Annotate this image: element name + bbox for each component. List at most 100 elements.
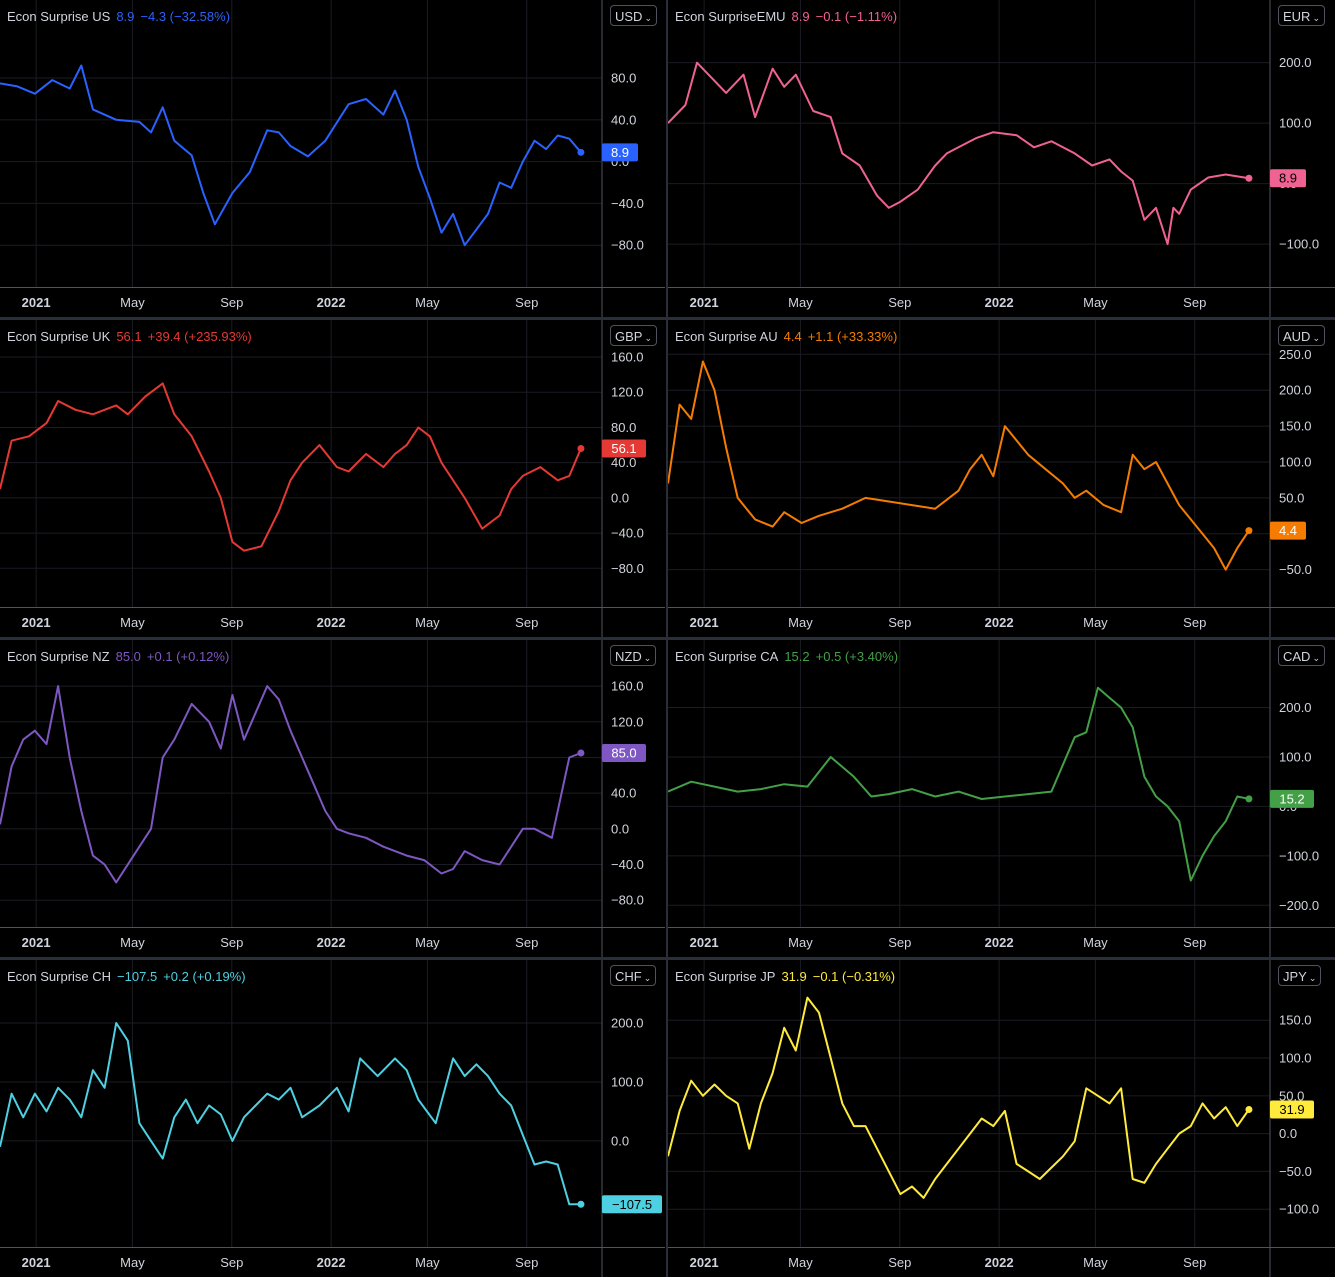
currency-select[interactable]: AUD ⌄ (1278, 325, 1325, 346)
y-tick-label: 80.0 (611, 71, 636, 86)
currency-label: EUR (1283, 9, 1311, 24)
y-tick-label: 120.0 (611, 714, 644, 729)
x-tick-label: Sep (888, 615, 911, 630)
x-tick-label: Sep (515, 1255, 538, 1270)
chevron-down-icon: ⌄ (1312, 333, 1320, 343)
currency-label: CAD (1283, 649, 1311, 664)
x-tick-label: May (788, 1255, 813, 1270)
y-tick-label: −100.0 (1279, 1202, 1319, 1217)
chart-panel-chf[interactable]: 200.0 100.0 0.0 2021 May Sep 2022 May Sep −107.5 E… (0, 960, 665, 1277)
x-tick-label: May (415, 615, 440, 630)
chevron-down-icon: ⌄ (644, 13, 652, 23)
x-tick-label: Sep (515, 295, 538, 310)
chevron-down-icon: ⌄ (1308, 973, 1317, 983)
currency-select[interactable]: CHF ⌄ (610, 965, 657, 986)
last-point (577, 1200, 585, 1208)
chart-panel-jpy[interactable]: 150.0 100.0 50.0 0.0 −50.0 −100.0 2021 May Sep 20… (668, 960, 1335, 1277)
last-point (577, 749, 585, 757)
y-tick-label: 0.0 (611, 1133, 629, 1148)
last-point (577, 444, 585, 452)
panel-divider-horizontal[interactable] (0, 637, 1335, 640)
y-tick-label: 160.0 (611, 679, 644, 694)
x-tick-label: May (788, 295, 813, 310)
y-tick-label: −50.0 (1279, 1164, 1312, 1179)
last-value-label: 56.1 (611, 441, 636, 456)
x-tick-label: Sep (1183, 1255, 1206, 1270)
currency-label: GBP (615, 329, 643, 344)
chart-panel-nzd[interactable]: 160.0120.080.040.00.0−40.0−80.02021MaySe… (0, 640, 665, 957)
last-value-badge (602, 439, 646, 458)
x-tick-label: Sep (1183, 935, 1206, 950)
y-tick-label: 100.0 (611, 1074, 644, 1089)
series-legend[interactable]: Econ Surprise NZ 85.0 +0.1 (+0.12%) (7, 649, 229, 664)
series-title: Econ Surprise CA (675, 649, 779, 664)
y-tick-label: 80.0 (611, 420, 636, 435)
series-legend[interactable]: Econ Surprise UK 56.1 +39.4 (+235.93%) (7, 329, 252, 344)
x-tick-label: 2021 (690, 295, 719, 310)
y-tick-label: −100.0 (1279, 848, 1319, 863)
y-tick-label: 150.0 (1279, 1013, 1312, 1028)
y-tick-label: −40.0 (611, 526, 644, 541)
x-tick-label: Sep (888, 935, 911, 950)
x-tick-label: May (415, 295, 440, 310)
y-tick-label: 50.0 (1279, 490, 1304, 505)
series-line (668, 360, 1250, 571)
chart-svg: 150.0 100.0 50.0 0.0 −50.0 −100.0 2021 May Sep 20… (668, 960, 1335, 1277)
series-legend[interactable]: Econ SurpriseEMU 8.9 −0.1 (−1.11%) (675, 9, 897, 24)
series-legend[interactable]: Econ Surprise JP 31.9 −0.1 (−0.31%) (675, 969, 895, 984)
last-value-badge (602, 143, 638, 162)
x-tick-label: May (120, 615, 145, 630)
x-tick-label: Sep (1183, 615, 1206, 630)
y-tick-label: 40.0 (611, 455, 636, 470)
currency-select[interactable]: CAD ⌄ (1278, 645, 1325, 666)
x-tick-label: May (788, 615, 813, 630)
x-tick-label: Sep (888, 1255, 911, 1270)
series-change: −0.1 (−0.31%) (812, 969, 896, 984)
chart-panel-aud[interactable]: 250.0200.0150.0100.050.00.0−50.02021MayS… (668, 320, 1335, 637)
y-tick-label: −50.0 (1279, 562, 1312, 577)
chart-panel-eur[interactable]: 200.0100.00.0−100.02021MaySep2022MaySep8… (668, 0, 1335, 317)
chart-svg: 200.0100.00.0−100.0−200.02021MaySep2022M… (668, 640, 1335, 957)
x-tick-label: 2021 (690, 1255, 719, 1270)
currency-select[interactable]: JPY ⌄ (1278, 965, 1322, 986)
currency-select[interactable]: GBP ⌄ (610, 325, 658, 346)
chart-panel-cad[interactable]: 200.0100.00.0−100.0−200.02021MaySep2022M… (668, 640, 1335, 957)
y-tick-label: −40.0 (611, 857, 644, 872)
panel-divider-horizontal[interactable] (0, 957, 1335, 960)
x-tick-label: 2021 (690, 615, 719, 630)
series-legend[interactable]: Econ Surprise AU 4.4 +1.1 (+33.33%) (675, 329, 897, 344)
currency-select[interactable]: EUR ⌄ (1278, 5, 1325, 26)
currency-label: USD (615, 9, 643, 24)
series-legend[interactable]: Econ Surprise CA 15.2 +0.5 (+3.40%) (675, 649, 898, 664)
last-value-label: 15.2 (1279, 791, 1304, 806)
currency-select[interactable]: USD ⌄ (610, 5, 657, 26)
series-legend[interactable]: Econ Surprise US 8.9 −4.3 (−32.58%) (7, 9, 230, 24)
last-point (1245, 527, 1253, 535)
x-tick-label: 2021 (22, 295, 51, 310)
y-tick-label: −40.0 (611, 196, 644, 211)
last-point (1245, 174, 1253, 182)
x-tick-label: May (415, 1255, 440, 1270)
currency-select[interactable]: NZD ⌄ (610, 645, 657, 666)
x-tick-label: 2021 (22, 935, 51, 950)
series-line (0, 685, 582, 884)
chart-panel-gbp[interactable]: 160.0 120.0 80.0 40.0 0.0 −40.0 −80.0 2021 May Se… (0, 320, 665, 637)
series-title: Econ Surprise NZ (7, 649, 110, 664)
series-last-value: 56.1 (116, 329, 142, 344)
currency-label: NZD (615, 649, 642, 664)
chevron-down-icon: ⌄ (643, 653, 652, 663)
currency-label: AUD (1283, 329, 1311, 344)
series-change: −4.3 (−32.58%) (140, 9, 231, 24)
chart-svg: 160.0120.080.040.00.0−40.0−80.02021MaySe… (0, 640, 665, 957)
y-tick-label: 150.0 (1279, 419, 1312, 434)
y-tick-label: 100.0 (1279, 116, 1312, 131)
panel-divider-horizontal[interactable] (0, 317, 1335, 320)
chart-panel-usd[interactable]: 80.0 40.0 0.0 −40.0 −80.0 2021 May Sep 2022 May Se… (0, 0, 665, 317)
y-tick-label: 100.0 (1279, 749, 1312, 764)
x-tick-label: May (1083, 295, 1108, 310)
series-change: −0.1 (−1.11%) (815, 9, 898, 24)
y-tick-label: −80.0 (611, 561, 644, 576)
chart-svg: 250.0200.0150.0100.050.00.0−50.02021MayS… (668, 320, 1335, 637)
series-legend[interactable]: Econ Surprise CH −107.5 +0.2 (+0.19%) (7, 969, 246, 984)
last-value-badge (1270, 521, 1306, 540)
